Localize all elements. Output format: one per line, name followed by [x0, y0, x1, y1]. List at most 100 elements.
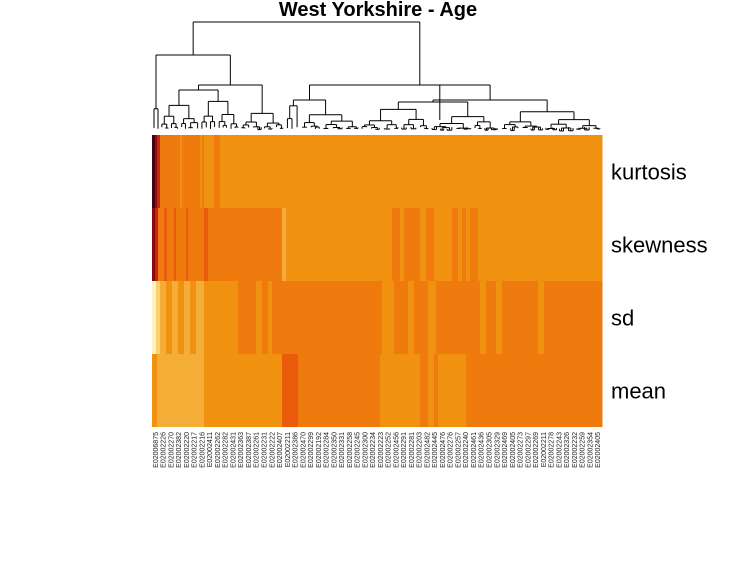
heatmap-cell-skewness-15 [392, 208, 401, 281]
heatmap-cell-skewness-19 [426, 208, 435, 281]
heatmap-cell-mean-10 [466, 354, 473, 427]
heatmap-cell-mean-3 [282, 354, 299, 427]
heatmap-cell-sd-25 [502, 281, 539, 354]
heatmap-cell-sd-22 [480, 281, 487, 354]
heatmap-cell-skewness-8 [188, 208, 205, 281]
column-label-13: E02002261 [254, 432, 261, 468]
heatmap-cell-kurtosis-18 [360, 135, 383, 208]
heatmap-cell-sd-23 [486, 281, 497, 354]
heatmap-cell-skewness-21 [452, 208, 459, 281]
heatmap-cell-skewness-25 [470, 208, 479, 281]
column-label-39: E02002257 [455, 432, 462, 468]
heatmap-cell-mean-11 [472, 354, 603, 427]
heatmap-cell-sd-24 [496, 281, 503, 354]
column-label-57: E02002405 [595, 432, 602, 468]
heatmap-cell-sd-10 [212, 281, 239, 354]
heatmap-cell-kurtosis-1 [155, 135, 158, 208]
heatmap-cell-skewness-1 [155, 208, 159, 281]
column-label-3: E02002382 [176, 432, 183, 468]
heatmap-cell-skewness-14 [286, 208, 393, 281]
heatmap-cell-mean-4 [298, 354, 381, 427]
heatmap-cell-skewness-12 [222, 208, 283, 281]
heatmap-cells [152, 135, 603, 427]
column-label-16: E02002407 [277, 432, 284, 468]
column-label-37: E02002476 [440, 432, 447, 468]
column-label-53: E02002326 [564, 432, 571, 468]
heatmap-cell-sd-26 [538, 281, 545, 354]
heatmap-cell-sd-20 [428, 281, 437, 354]
heatmap-cell-kurtosis-9 [214, 135, 221, 208]
heatmap-cell-kurtosis-2 [157, 135, 161, 208]
column-label-40: E02002240 [463, 432, 470, 468]
column-label-20: E02002299 [308, 432, 315, 468]
heatmap-cell-skewness-16 [400, 208, 405, 281]
column-label-23: E02002350 [331, 432, 338, 468]
heatmap-cell-skewness-6 [176, 208, 187, 281]
heatmap-cell-sd-4 [172, 281, 179, 354]
heatmap-cell-kurtosis-3 [160, 135, 181, 208]
heatmap-cell-kurtosis-8 [204, 135, 215, 208]
column-label-45: E02002469 [502, 432, 509, 468]
heatmap-cell-kurtosis-11 [222, 135, 265, 208]
column-label-9: E02002282 [223, 432, 230, 468]
column-dendrogram [153, 21, 601, 132]
column-label-49: E02002269 [533, 432, 540, 468]
heatmap-cell-kurtosis-22 [472, 135, 603, 208]
column-label-33: E02002281 [409, 432, 416, 468]
heatmap-cell-kurtosis-15 [322, 135, 331, 208]
row-labels: kurtosis skewness sd mean [611, 160, 708, 404]
heatmap-cell-sd-7 [190, 281, 197, 354]
column-label-47: E02002273 [518, 432, 525, 468]
heatmap-cell-kurtosis-10 [220, 135, 223, 208]
column-label-21: E02002192 [316, 432, 323, 468]
heatmap-cell-kurtosis-20 [457, 135, 465, 208]
heatmap-cell-sd-6 [184, 281, 191, 354]
column-label-12: E02002387 [246, 432, 253, 468]
heatmap-cell-sd-13 [262, 281, 269, 354]
heatmap-cell-mean-9 [438, 354, 467, 427]
column-label-25: E02002258 [347, 432, 354, 468]
column-label-1: E02002226 [161, 432, 168, 468]
chart-title: West Yorkshire - Age [279, 0, 477, 21]
heatmap-cell-sd-15 [272, 281, 383, 354]
column-label-30: E02002252 [386, 432, 393, 468]
heatmap-cell-skewness-22 [458, 208, 463, 281]
column-label-11: E02002363 [238, 432, 245, 468]
heatmap-cell-sd-16 [382, 281, 395, 354]
heatmap-cell-sd-11 [238, 281, 257, 354]
row-label-mean: mean [611, 379, 666, 404]
column-labels: E02006875 E02002226 E02002270 E02002382 E020… [153, 432, 602, 468]
column-label-54: E02002232 [572, 432, 579, 468]
column-label-31: E02002456 [393, 432, 400, 468]
column-label-34: E02002203 [417, 432, 424, 468]
heatmap-cell-skewness-10 [208, 208, 213, 281]
heatmap-cell-kurtosis-13 [266, 135, 283, 208]
column-label-2: E02002270 [168, 432, 175, 468]
heatmap-cell-kurtosis-12 [264, 135, 267, 208]
row-label-kurtosis: kurtosis [611, 160, 687, 185]
column-label-22: E02002284 [324, 432, 331, 468]
heatmap-cell-skewness-4 [167, 208, 175, 281]
heatmap-cell-kurtosis-0 [152, 135, 156, 208]
heatmap-cell-kurtosis-16 [330, 135, 353, 208]
column-label-26: E02002245 [355, 432, 362, 468]
heatmap-cell-skewness-7 [186, 208, 189, 281]
heatmap-cell-mean-2 [204, 354, 283, 427]
column-label-35: E02002482 [424, 432, 431, 468]
heatmap-cell-skewness-23 [462, 208, 467, 281]
heatmap-cell-sd-14 [268, 281, 273, 354]
heatmap-cell-skewness-17 [404, 208, 421, 281]
column-label-43: E02002305 [487, 432, 494, 468]
column-label-46: E02002405 [510, 432, 517, 468]
heatmap-cell-skewness-9 [204, 208, 209, 281]
heatmap-cell-sd-1 [156, 281, 161, 354]
heatmap-cell-sd-9 [204, 281, 213, 354]
heatmap-cell-sd-12 [256, 281, 263, 354]
heatmap-cell-sd-27 [544, 281, 603, 354]
column-label-8: E02002262 [215, 432, 222, 468]
heatmap-cell-sd-8 [196, 281, 205, 354]
column-label-41: E02002461 [471, 432, 478, 468]
column-label-50: E02002211 [541, 432, 548, 467]
heatmap-cell-skewness-24 [466, 208, 471, 281]
